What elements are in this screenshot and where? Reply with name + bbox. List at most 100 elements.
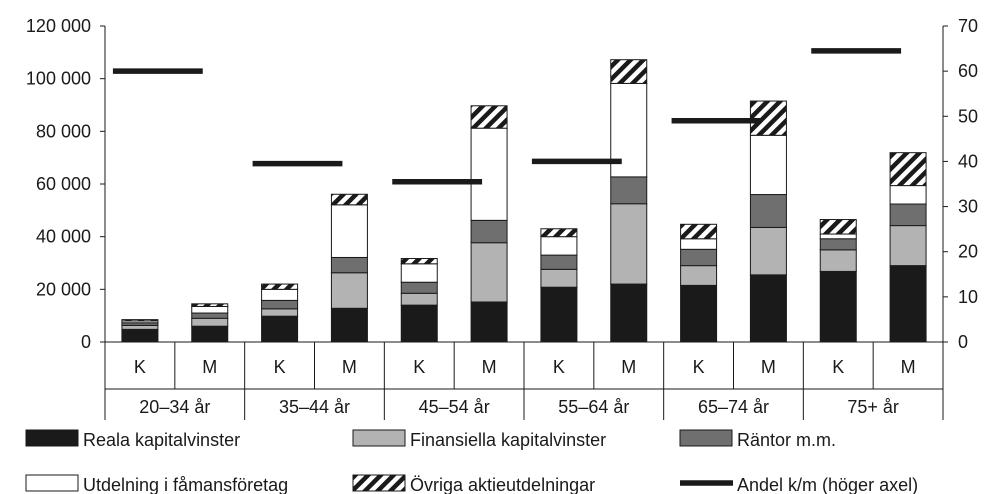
bar-segment-3-9 [680,248,718,267]
left-tick-label-5: 80 000 [36,121,91,141]
bar-segment-1-2 [191,325,229,343]
bar-segment-4-11 [819,233,857,240]
legend-label-2: Finansiella kapitalvinster [410,430,606,450]
subcategory-label-11: K [832,357,844,377]
bar-segment-3-5 [400,281,438,294]
subcategory-label-5: K [413,357,425,377]
bar-segment-2-4 [330,272,368,309]
bar-segment-5-2 [191,303,229,307]
bar-segment-1-3 [261,315,299,343]
bar-segment-5-7 [540,228,578,238]
bar-segment-4-5 [400,263,438,283]
bar-segment-3-7 [540,254,578,270]
right-tick-label-6: 50 [958,106,978,126]
group-label-4: 55–64 år [558,397,629,417]
bar-segment-2-3 [261,308,299,317]
bar-segment-2-2 [191,317,229,327]
bar-segment-4-2 [191,305,229,314]
legend-label-1: Reala kapitalvinster [83,430,240,450]
legend-swatch-5 [352,474,406,492]
legend-label-4: Utdelning i fåmansföretag [83,475,288,494]
bar-segment-2-10 [749,226,787,276]
bar-segment-2-6 [470,242,508,303]
bar-segment-4-7 [540,236,578,256]
bar-segment-5-4 [330,193,368,206]
left-tick-label-7: 120 000 [26,16,91,36]
bar-segment-5-10 [749,100,787,136]
right-tick-label-2: 10 [958,287,978,307]
bar-segment-1-7 [540,286,578,343]
bar-segment-5-3 [261,283,299,290]
legend-swatch-4 [25,474,79,492]
bar-segment-5-5 [400,258,438,265]
subcategory-label-4: M [342,357,357,377]
bar-segment-3-2 [191,312,229,319]
right-tick-label-5: 40 [958,151,978,171]
bar-segment-1-8 [610,283,648,343]
group-label-3: 45–54 år [419,397,490,417]
bar-segment-2-8 [610,203,648,285]
bar-segment-3-8 [610,176,648,205]
bar-segment-3-10 [749,194,787,228]
bar-segment-1-6 [470,301,508,343]
bar-segment-1-9 [680,284,718,343]
bar-segment-5-1 [121,319,159,322]
bar-segment-2-11 [819,249,857,272]
left-tick-label-6: 100 000 [26,69,91,89]
bar-segment-1-12 [889,265,927,343]
legend-label-5: Övriga aktieutdelningar [410,475,595,494]
bar-segment-4-9 [680,238,718,250]
bar-segment-3-3 [261,299,299,310]
group-label-5: 65–74 år [698,397,769,417]
bar-segment-2-5 [400,292,438,306]
bar-segment-5-6 [470,105,508,129]
subcategory-label-9: K [693,357,705,377]
bar-segment-5-8 [610,59,648,84]
bar-segment-3-12 [889,203,927,227]
bar-segment-1-11 [819,270,857,343]
bar-segment-2-7 [540,268,578,288]
bar-segment-2-9 [680,265,718,286]
subcategory-label-12: M [901,357,916,377]
subcategory-label-1: K [134,357,146,377]
bar-segment-4-10 [749,134,787,196]
bar-segment-5-11 [819,219,857,235]
subcategory-label-3: K [274,357,286,377]
bar-segment-2-1 [121,324,159,330]
bar-segment-5-9 [680,223,718,240]
bar-segment-4-12 [889,185,927,205]
group-label-1: 20–34 år [139,397,210,417]
right-tick-label-4: 30 [958,197,978,217]
legend-label-6: Andel k/m (höger axel) [737,475,918,494]
left-tick-label-3: 40 000 [36,227,91,247]
right-tick-label-7: 60 [958,61,978,81]
bar-segment-2-12 [889,225,927,267]
bar-segment-4-4 [330,204,368,258]
subcategory-label-10: M [761,357,776,377]
legend-label-3: Räntor m.m. [737,430,836,450]
bar-segment-1-10 [749,274,787,343]
legend-swatch-2 [352,429,406,447]
bar-segment-1-4 [330,307,368,343]
right-tick-label-3: 20 [958,242,978,262]
bar-segment-3-11 [819,238,857,251]
group-label-6: 75+ år [847,397,899,417]
subcategory-label-7: K [553,357,565,377]
bar-segment-5-12 [889,152,927,187]
legend-swatch-1 [25,429,79,447]
legend-swatch-3 [679,429,733,447]
group-label-2: 35–44 år [279,397,350,417]
right-tick-label-8: 70 [958,16,978,36]
bar-segment-1-5 [400,304,438,343]
subcategory-label-6: M [482,357,497,377]
subcategory-label-8: M [621,357,636,377]
left-tick-label-4: 60 000 [36,174,91,194]
right-tick-label-1: 0 [958,332,968,352]
bar-segment-1-1 [121,328,159,343]
bar-segment-3-6 [470,219,508,244]
bar-segment-4-6 [470,127,508,221]
left-tick-label-1: 0 [81,332,91,352]
bar-segment-4-3 [261,288,299,301]
bar-segment-3-4 [330,256,368,274]
